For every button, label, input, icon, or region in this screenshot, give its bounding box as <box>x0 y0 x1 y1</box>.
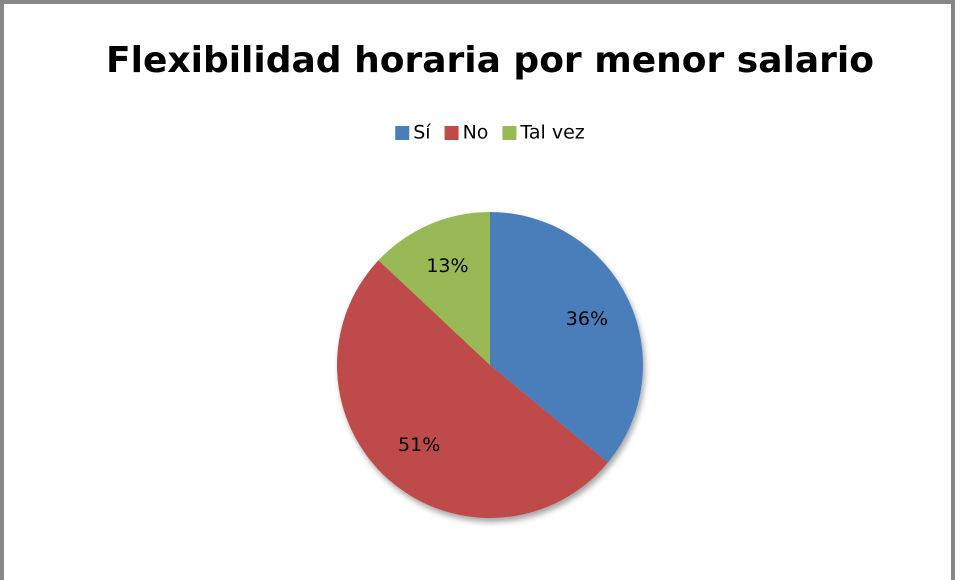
legend-label: Tal vez <box>519 122 584 144</box>
data-label: 36% <box>566 308 608 330</box>
chart-title: Flexibilidad horaria por menor salario <box>106 40 874 81</box>
pie <box>337 212 644 518</box>
legend-swatch <box>444 126 459 140</box>
legend-label: Sí <box>413 122 431 144</box>
data-label: 51% <box>398 434 440 456</box>
pie-slice <box>378 212 490 365</box>
data-label: 13% <box>426 255 468 277</box>
legend-swatch <box>395 126 410 140</box>
pie-slice <box>490 212 644 463</box>
pie-slice <box>337 260 608 518</box>
legend: Sí No Tal vez <box>395 122 585 144</box>
legend-swatch <box>502 126 517 140</box>
legend-label: No <box>463 122 489 144</box>
